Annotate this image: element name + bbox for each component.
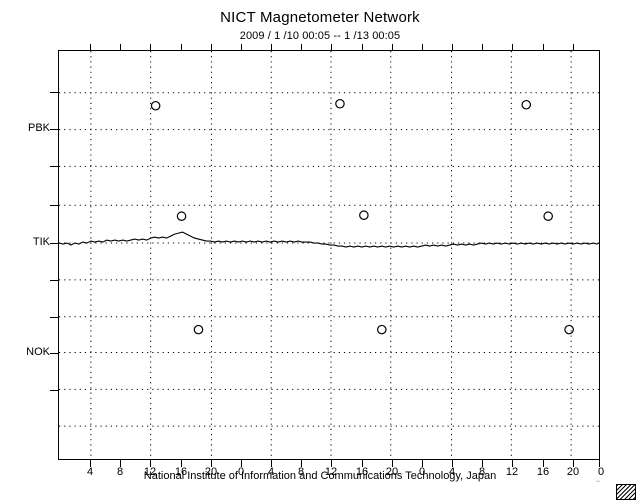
grid-vertical xyxy=(90,51,572,459)
x-label-11: 0 xyxy=(418,466,426,478)
x-label-2: 12 xyxy=(143,466,157,478)
chart-subtitle: 2009 / 1 /10 00:05 -- 1 /13 00:05 xyxy=(239,30,401,42)
x-label-0: 4 xyxy=(86,466,94,478)
plot-frame xyxy=(58,50,600,460)
x-label-13: 8 xyxy=(478,466,486,478)
resize-grip-icon[interactable] xyxy=(616,484,636,500)
y-label-nok: NOK xyxy=(26,346,50,358)
x-label-6: 4 xyxy=(267,466,275,478)
y-label-tik: TIK xyxy=(32,236,50,248)
render-artifact: ·· xyxy=(596,478,600,485)
x-label-1: 8 xyxy=(116,466,124,478)
x-label-7: 8 xyxy=(297,466,305,478)
x-label-16: 20 xyxy=(566,466,580,478)
x-label-8: 12 xyxy=(324,466,338,478)
chart-footer: National Institute of Information and Co… xyxy=(143,470,497,482)
chart-title: NICT Magnetometer Network xyxy=(220,9,420,26)
x-label-10: 20 xyxy=(385,466,399,478)
x-label-9: 16 xyxy=(355,466,369,478)
x-label-12: 4 xyxy=(448,466,456,478)
y-label-pbk: PBK xyxy=(27,122,50,134)
plot-canvas xyxy=(59,51,599,459)
x-label-14: 12 xyxy=(505,466,519,478)
marker-group-pbk xyxy=(150,98,532,111)
tik-trace-line xyxy=(59,231,599,248)
x-label-3: 16 xyxy=(174,466,188,478)
x-label-5: 0 xyxy=(237,466,245,478)
grid-horizontal xyxy=(59,92,599,427)
x-label-15: 16 xyxy=(536,466,550,478)
x-label-4: 20 xyxy=(204,466,218,478)
x-label-17: 0 xyxy=(597,466,605,478)
marker-group-nok xyxy=(193,324,574,335)
marker-group-tik xyxy=(176,210,553,221)
